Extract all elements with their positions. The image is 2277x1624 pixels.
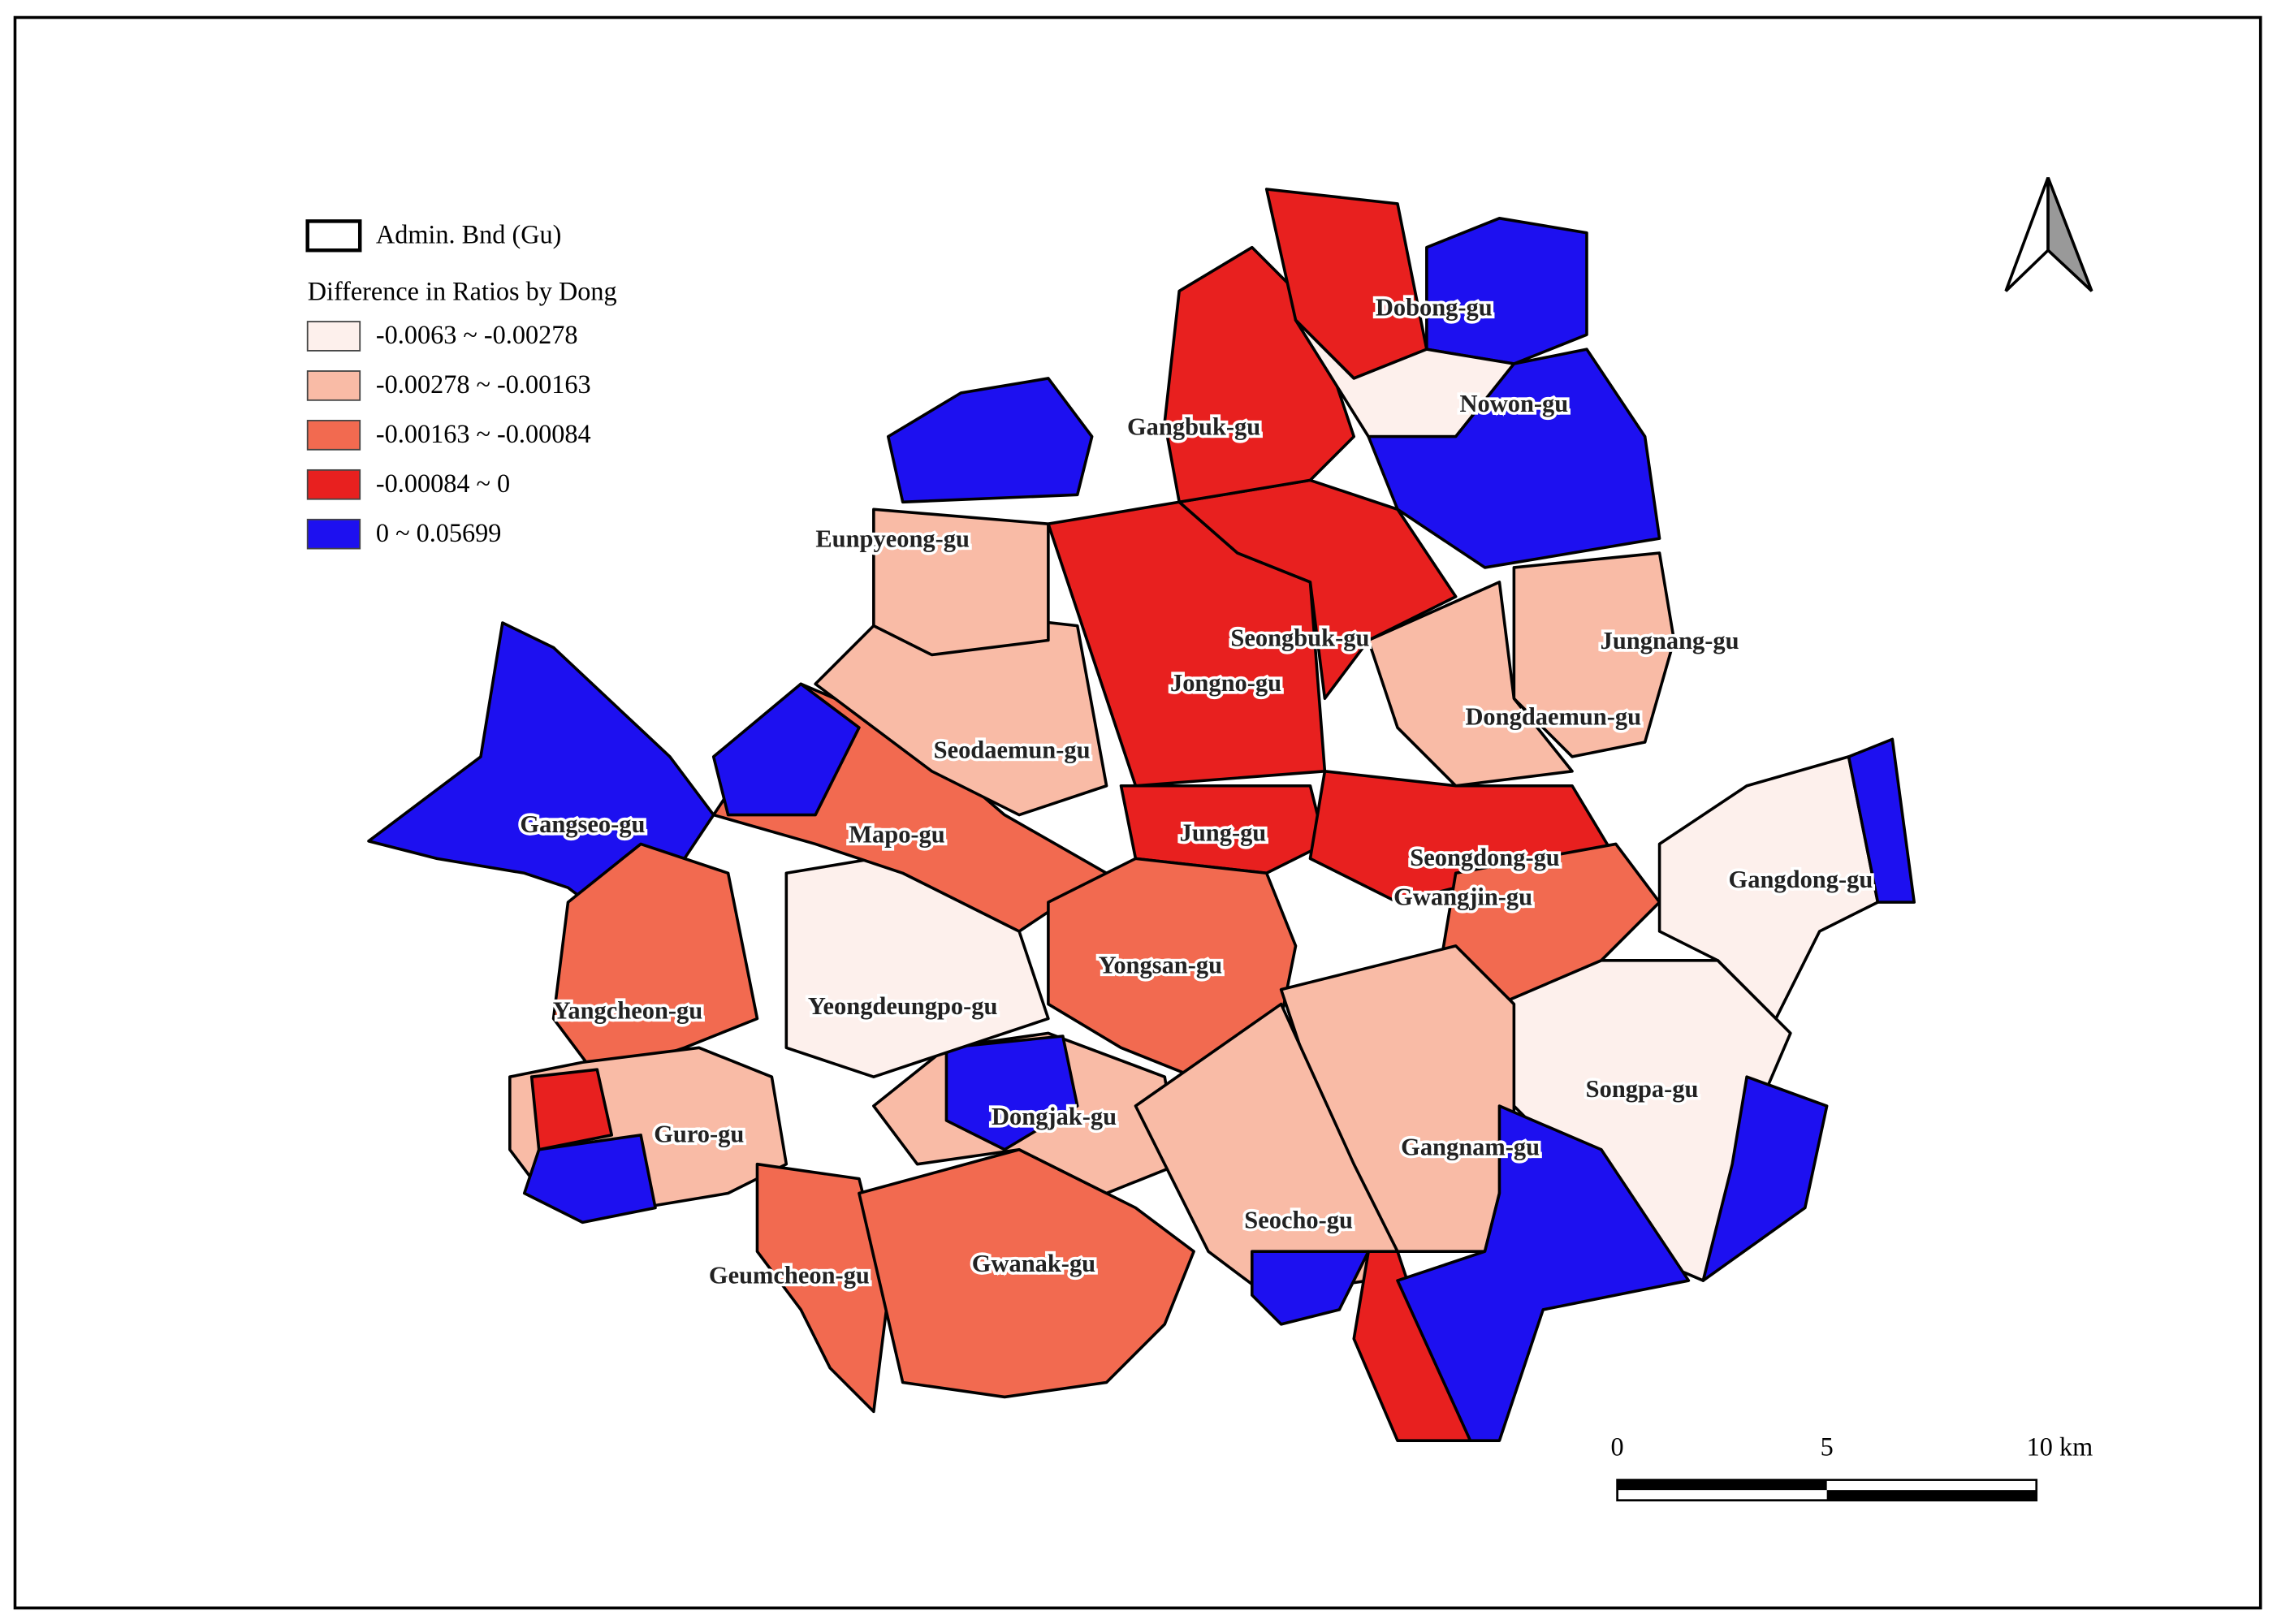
dong-area — [1425, 217, 1588, 365]
legend-label: -0.00163 ~ -0.00084 — [376, 419, 591, 448]
dong-area — [944, 1034, 1079, 1151]
dong-area — [1657, 755, 1880, 1021]
legend-swatch — [306, 370, 361, 401]
district-label: Gangnam-gu — [1401, 1134, 1540, 1161]
scale-label: 10 km — [2027, 1432, 2093, 1461]
scale-bar-segment — [1826, 1490, 2037, 1501]
north-arrow-right — [2046, 176, 2093, 292]
district-label: Guro-gu — [654, 1121, 744, 1148]
north-arrow — [2004, 176, 2093, 292]
dong-area — [1701, 1075, 1829, 1282]
legend-label: -0.0063 ~ -0.00278 — [376, 320, 578, 349]
district-label: Dongdaemun-gu — [1465, 702, 1641, 730]
legend-title: Difference in Ratios by Dong — [308, 276, 617, 305]
dong-area — [551, 842, 759, 1078]
legend: Admin. Bnd (Gu) Difference in Ratios by … — [305, 219, 617, 550]
legend-label: -0.00084 ~ 0 — [376, 469, 510, 498]
legend-swatch — [306, 518, 361, 550]
district-label: Jung-gu — [1180, 819, 1267, 847]
legend-swatch — [306, 321, 361, 352]
dong-area — [529, 1068, 614, 1151]
district-label: Dobong-gu — [1376, 294, 1493, 322]
district-label: Nowon-gu — [1460, 390, 1569, 417]
district-label: Seongdong-gu — [1410, 844, 1560, 871]
dong-area — [1367, 581, 1574, 788]
scale-label: 0 — [1611, 1432, 1624, 1461]
district-label: Gwangjin-gu — [1393, 883, 1532, 911]
district-label: Yeongdeungpo-gu — [808, 992, 998, 1020]
district-labels: Dobong-gu Nowon-gu Gangbuk-gu Eunpyeong-gu S… — [517, 291, 1876, 1292]
district-label: Seongbuk-gu — [1230, 624, 1369, 652]
district-label: Yangcheon-gu — [553, 996, 703, 1024]
district-label: Geumcheon-gu — [709, 1261, 870, 1289]
district-label: Dongjak-gu — [992, 1103, 1117, 1130]
scale-label: 5 — [1821, 1432, 1834, 1461]
district-label: Jongno-gu — [1170, 669, 1281, 697]
dong-area — [872, 508, 1050, 657]
dong-area — [711, 682, 861, 817]
legend-label: -0.00278 ~ -0.00163 — [376, 369, 591, 399]
district-label: Seodaemun-gu — [934, 736, 1091, 764]
district-label: Gangbuk-gu — [1127, 413, 1260, 441]
district-label: Mapo-gu — [849, 820, 945, 848]
dong-area — [1396, 1104, 1691, 1442]
district-label: Eunpyeong-gu — [815, 525, 970, 553]
legend-label: 0 ~ 0.05699 — [376, 518, 502, 547]
district-label: Gangseo-gu — [520, 810, 645, 838]
dong-area — [1847, 737, 1916, 904]
dong-area — [1250, 1250, 1370, 1326]
district-label: Jungnang-gu — [1601, 627, 1739, 654]
district-label: Songpa-gu — [1586, 1075, 1699, 1103]
dong-area — [522, 1134, 657, 1224]
district-label: Yongsan-gu — [1099, 952, 1222, 979]
district-label: Gangdong-gu — [1729, 866, 1873, 893]
district-polygons — [367, 188, 1916, 1442]
dong-area — [1367, 348, 1661, 569]
district-label: Seocho-gu — [1244, 1206, 1353, 1233]
legend-boundary-label: Admin. Bnd (Gu) — [376, 220, 561, 249]
scale-bar-segment — [1617, 1479, 1827, 1491]
district-label: Gwanak-gu — [972, 1250, 1095, 1277]
dong-area — [1119, 784, 1327, 875]
legend-boundary-swatch — [305, 219, 362, 253]
legend-swatch — [306, 469, 361, 500]
scale-bar: 0 5 10 km — [1611, 1432, 2093, 1502]
legend-swatch — [306, 420, 361, 451]
dong-area — [886, 377, 1094, 504]
